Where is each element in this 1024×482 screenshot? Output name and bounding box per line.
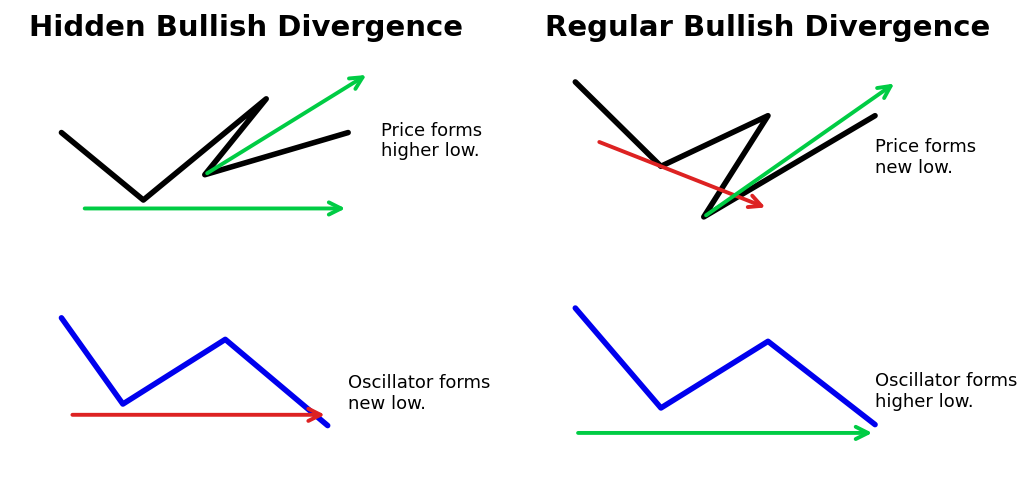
Text: Hidden Bullish Divergence: Hidden Bullish Divergence xyxy=(29,14,463,42)
Text: Price forms
higher low.: Price forms higher low. xyxy=(381,121,482,161)
Text: Oscillator forms
new low.: Oscillator forms new low. xyxy=(348,374,490,413)
Text: Oscillator forms
higher low.: Oscillator forms higher low. xyxy=(876,372,1018,411)
Text: Regular Bullish Divergence: Regular Bullish Divergence xyxy=(546,14,990,42)
Text: Price forms
new low.: Price forms new low. xyxy=(876,138,976,177)
